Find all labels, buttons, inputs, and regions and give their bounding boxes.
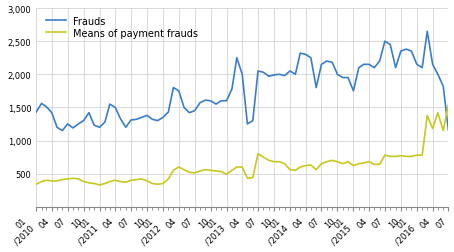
Legend: Frauds, Means of payment frauds: Frauds, Means of payment frauds — [45, 16, 199, 40]
Line: Means of payment frauds: Means of payment frauds — [36, 96, 454, 185]
Line: Frauds: Frauds — [36, 32, 454, 131]
